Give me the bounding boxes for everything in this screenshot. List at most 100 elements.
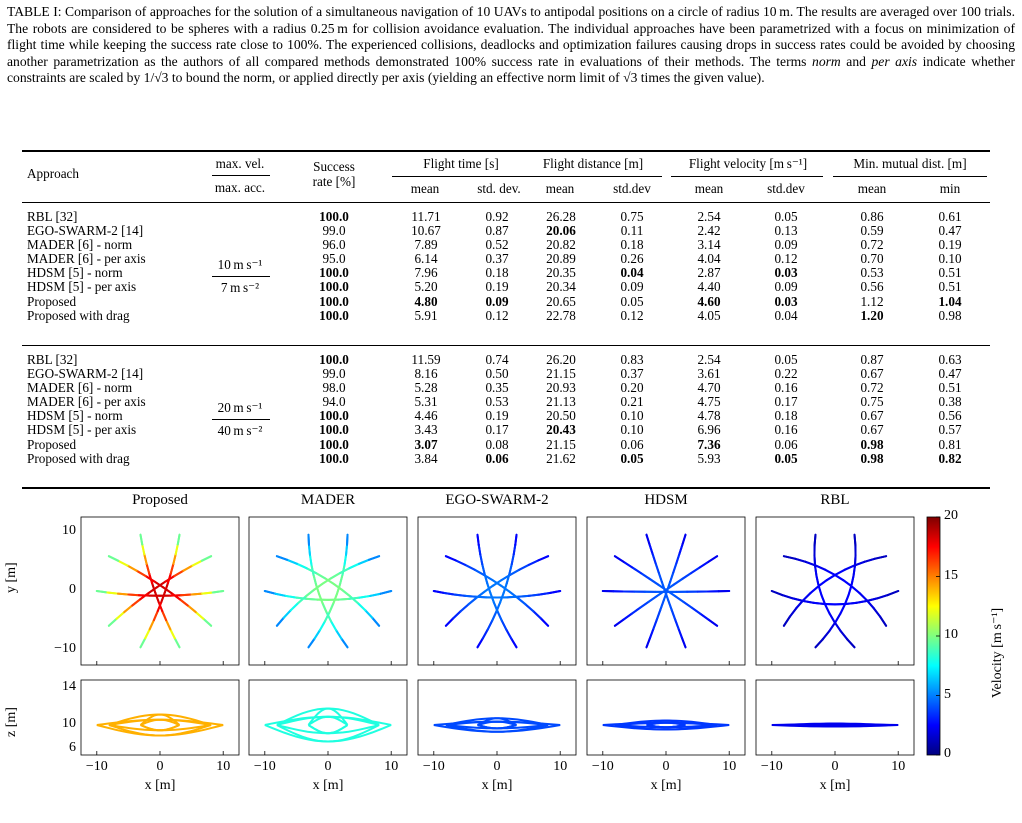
trajectory-segment <box>657 583 668 592</box>
trajectory-segment <box>348 596 361 600</box>
table-cell: 4.78 <box>697 408 721 424</box>
header-fv-std: std.dev <box>767 181 805 196</box>
table-top-rule <box>22 150 990 152</box>
trajectory-segment <box>173 569 185 577</box>
trajectory-segment <box>308 553 313 566</box>
trajectory-segment <box>548 590 562 594</box>
table-cell: 0.04 <box>774 307 798 323</box>
table-cell: 22.78 <box>546 307 576 323</box>
trajectory-xz <box>783 722 887 726</box>
trajectory-segment <box>321 577 333 585</box>
trajectory-segment <box>163 582 169 594</box>
trajectory-segment <box>509 568 521 576</box>
trajectory-segment <box>481 563 486 576</box>
table-cell: 0.26 <box>620 251 644 267</box>
colorbar-tick-label: 10 <box>944 627 958 642</box>
table-caption: TABLE I: Comparison of approaches for th… <box>7 4 1015 87</box>
trajectory-segment <box>123 604 134 614</box>
trajectory-segment <box>486 582 492 595</box>
table-cell: 0.56 <box>938 408 962 424</box>
trajectory-segment <box>127 593 140 597</box>
header-flight-distance: Flight distance [m] <box>542 156 644 171</box>
table-cell: 20.43 <box>546 422 576 438</box>
trajectory-segment <box>154 591 160 603</box>
colorbar-tick-label: 0 <box>944 746 951 761</box>
trajectory-segment <box>169 628 176 640</box>
table-cell: 0.53 <box>860 265 884 281</box>
trajectory-segment <box>645 533 651 546</box>
table-cell: 4.46 <box>414 408 438 424</box>
trajectory-segment <box>186 604 197 614</box>
header-fd-mean: mean <box>545 181 575 196</box>
header-flight-time-rule <box>392 176 530 177</box>
trajectory-segment <box>514 533 518 546</box>
table-cell: 0.04 <box>620 265 644 281</box>
table-cell: 21.62 <box>546 450 576 466</box>
table-cell: 0.19 <box>938 237 962 253</box>
table-cell: 0.08 <box>485 436 509 452</box>
table-cell: 0.72 <box>860 380 884 396</box>
header-flight-distance-rule <box>528 176 662 177</box>
table-cell: 98.0 <box>322 380 346 396</box>
trajectory-segment <box>148 619 155 631</box>
trajectory-segment <box>341 563 346 576</box>
g1-md-mean-col: 0.86 0.59 0.72 0.70 0.53 0.56 1.12 1.20 <box>844 209 900 323</box>
g1-fv-std-col: 0.05 0.13 0.09 0.12 0.03 0.09 0.03 0.04 <box>758 209 814 323</box>
trajectory-segment <box>538 591 551 596</box>
trajectory-segment <box>305 597 319 601</box>
trajectory-segment <box>135 569 147 577</box>
trajectory-segment <box>444 617 455 627</box>
table-cell: 4.60 <box>697 293 721 309</box>
trajectory-segment <box>139 592 150 601</box>
table-row-approach: EGO-SWARM-2 [14] <box>27 366 144 382</box>
trajectory-segment <box>681 533 687 546</box>
table-row-approach: Proposed with drag <box>27 307 130 323</box>
table-cell: 3.43 <box>414 422 438 438</box>
trajectory-segment <box>793 557 807 563</box>
trajectory-segment <box>143 553 148 565</box>
table-cell: 100.0 <box>319 408 349 424</box>
trajectory-segment <box>323 611 331 623</box>
trajectory-segment <box>145 562 151 575</box>
trajectory-segment <box>518 563 530 571</box>
table-cell: 100.0 <box>319 279 349 295</box>
x-tick-label: 0 <box>831 759 839 774</box>
table-cell: 0.67 <box>860 408 884 424</box>
trajectory-segment <box>834 568 846 576</box>
trajectory-segment <box>707 618 719 627</box>
y-tick-label: 10 <box>62 522 76 538</box>
trajectory-segment <box>314 583 320 595</box>
table-cell: 26.20 <box>546 352 576 367</box>
trajectory-segment <box>157 600 164 613</box>
panel-title: Proposed <box>132 492 188 508</box>
trajectory-segment <box>348 595 359 605</box>
trajectory-segment <box>190 592 204 596</box>
trajectory-segment <box>508 563 513 576</box>
trajectory-segment <box>496 610 503 622</box>
trajectory-segment <box>839 603 846 615</box>
trajectory-segment <box>537 555 550 562</box>
xz-plot-frame <box>755 679 915 756</box>
trajectory-segment <box>690 606 702 615</box>
trajectory-segment <box>499 592 505 604</box>
x-axis-label: x [m] <box>481 778 513 793</box>
trajectory-segment <box>855 599 868 604</box>
table-cell: 5.31 <box>414 394 438 410</box>
trajectory-segment <box>782 615 791 627</box>
trajectory-segment <box>770 590 784 597</box>
x-tick-label: −10 <box>760 759 783 774</box>
table-cell: 3.14 <box>697 237 721 253</box>
caption-term-norm: norm <box>812 53 841 69</box>
table-cell: 0.51 <box>938 265 962 281</box>
xz-plot-frame <box>80 679 240 756</box>
trajectory-segment <box>486 619 494 631</box>
trajectory-segment <box>340 588 351 598</box>
table-cell: 5.93 <box>697 450 721 466</box>
trajectory-segment <box>369 592 382 597</box>
trajectory-segment <box>489 592 495 604</box>
trajectory-segment <box>651 552 657 565</box>
header-max-acc: max. acc. <box>214 180 266 195</box>
table-cell: 21.15 <box>546 366 576 382</box>
table-cell: 0.05 <box>620 293 644 309</box>
y-tick-label: −10 <box>54 641 76 657</box>
